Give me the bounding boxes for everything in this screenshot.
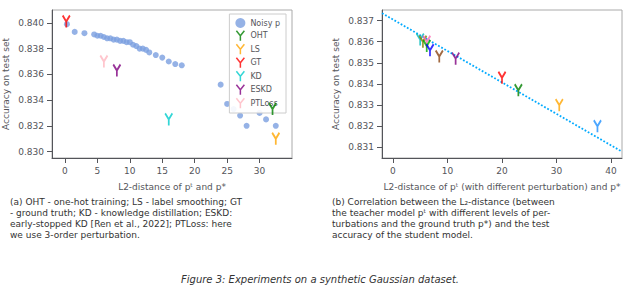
svg-text:0.830: 0.830 <box>18 147 44 157</box>
svg-text:0.833: 0.833 <box>348 100 374 110</box>
svg-text:L2-distance of pᵗ (with differ: L2-distance of pᵗ (with different pertur… <box>383 182 621 192</box>
svg-text:early-stopped KD [Ren et al.,: early-stopped KD [Ren et al., 2022]; PTL… <box>10 219 232 229</box>
svg-text:0.835: 0.835 <box>348 58 374 68</box>
svg-text:LS: LS <box>250 45 260 54</box>
svg-text:the teacher model pᵗ with diff: the teacher model pᵗ with different leve… <box>332 208 550 218</box>
svg-text:30: 30 <box>551 166 563 176</box>
svg-text:0.834: 0.834 <box>18 95 44 105</box>
svg-text:Noisy p: Noisy p <box>250 19 280 28</box>
svg-text:ESKD: ESKD <box>250 85 272 94</box>
svg-text:20: 20 <box>189 166 201 176</box>
svg-text:0.837: 0.837 <box>348 16 374 26</box>
svg-text:0.834: 0.834 <box>348 79 374 89</box>
svg-text:5: 5 <box>95 166 101 176</box>
svg-text:40: 40 <box>605 166 617 176</box>
svg-text:turbations and the ground trut: turbations and the ground truth p*) and … <box>332 219 550 229</box>
svg-text:Accuracy on test set: Accuracy on test set <box>331 38 341 130</box>
svg-text:0.832: 0.832 <box>348 121 374 131</box>
svg-text:0.836: 0.836 <box>18 69 44 79</box>
svg-text:10: 10 <box>442 166 454 176</box>
svg-text:0.836: 0.836 <box>348 37 374 47</box>
svg-text:30: 30 <box>254 166 266 176</box>
svg-text:Figure 3: Experiments on a syn: Figure 3: Experiments on a synthetic Gau… <box>181 274 459 285</box>
svg-text:0: 0 <box>390 166 396 176</box>
svg-text:25: 25 <box>221 166 232 176</box>
svg-text:(b) Correlation between the L₂: (b) Correlation between the L₂-distance … <box>332 197 555 207</box>
svg-text:0: 0 <box>62 166 68 176</box>
svg-text:0.840: 0.840 <box>18 18 44 28</box>
svg-text:15: 15 <box>157 166 168 176</box>
svg-text:PTLoss: PTLoss <box>250 98 278 108</box>
svg-text:20: 20 <box>496 166 508 176</box>
svg-text:0.831: 0.831 <box>348 142 374 152</box>
svg-text:KD: KD <box>250 72 261 81</box>
svg-text:Accuracy on test set: Accuracy on test set <box>1 38 11 130</box>
svg-text:GT: GT <box>250 58 261 67</box>
svg-text:0.832: 0.832 <box>18 121 44 131</box>
svg-text:0.838: 0.838 <box>18 44 44 54</box>
svg-text:10: 10 <box>124 166 136 176</box>
svg-text:L2-distance of pᵗ and p*: L2-distance of pᵗ and p* <box>118 182 226 192</box>
svg-text:(a) OHT - one-hot training; LS: (a) OHT - one-hot training; LS - label s… <box>10 197 243 207</box>
svg-text:we use 3-order perturbation.: we use 3-order perturbation. <box>10 230 140 240</box>
svg-text:- ground truth; KD - knowledge: - ground truth; KD - knowledge distillat… <box>10 208 232 218</box>
svg-text:OHT: OHT <box>250 31 267 40</box>
svg-text:accuracy of the student model.: accuracy of the student model. <box>332 230 473 240</box>
